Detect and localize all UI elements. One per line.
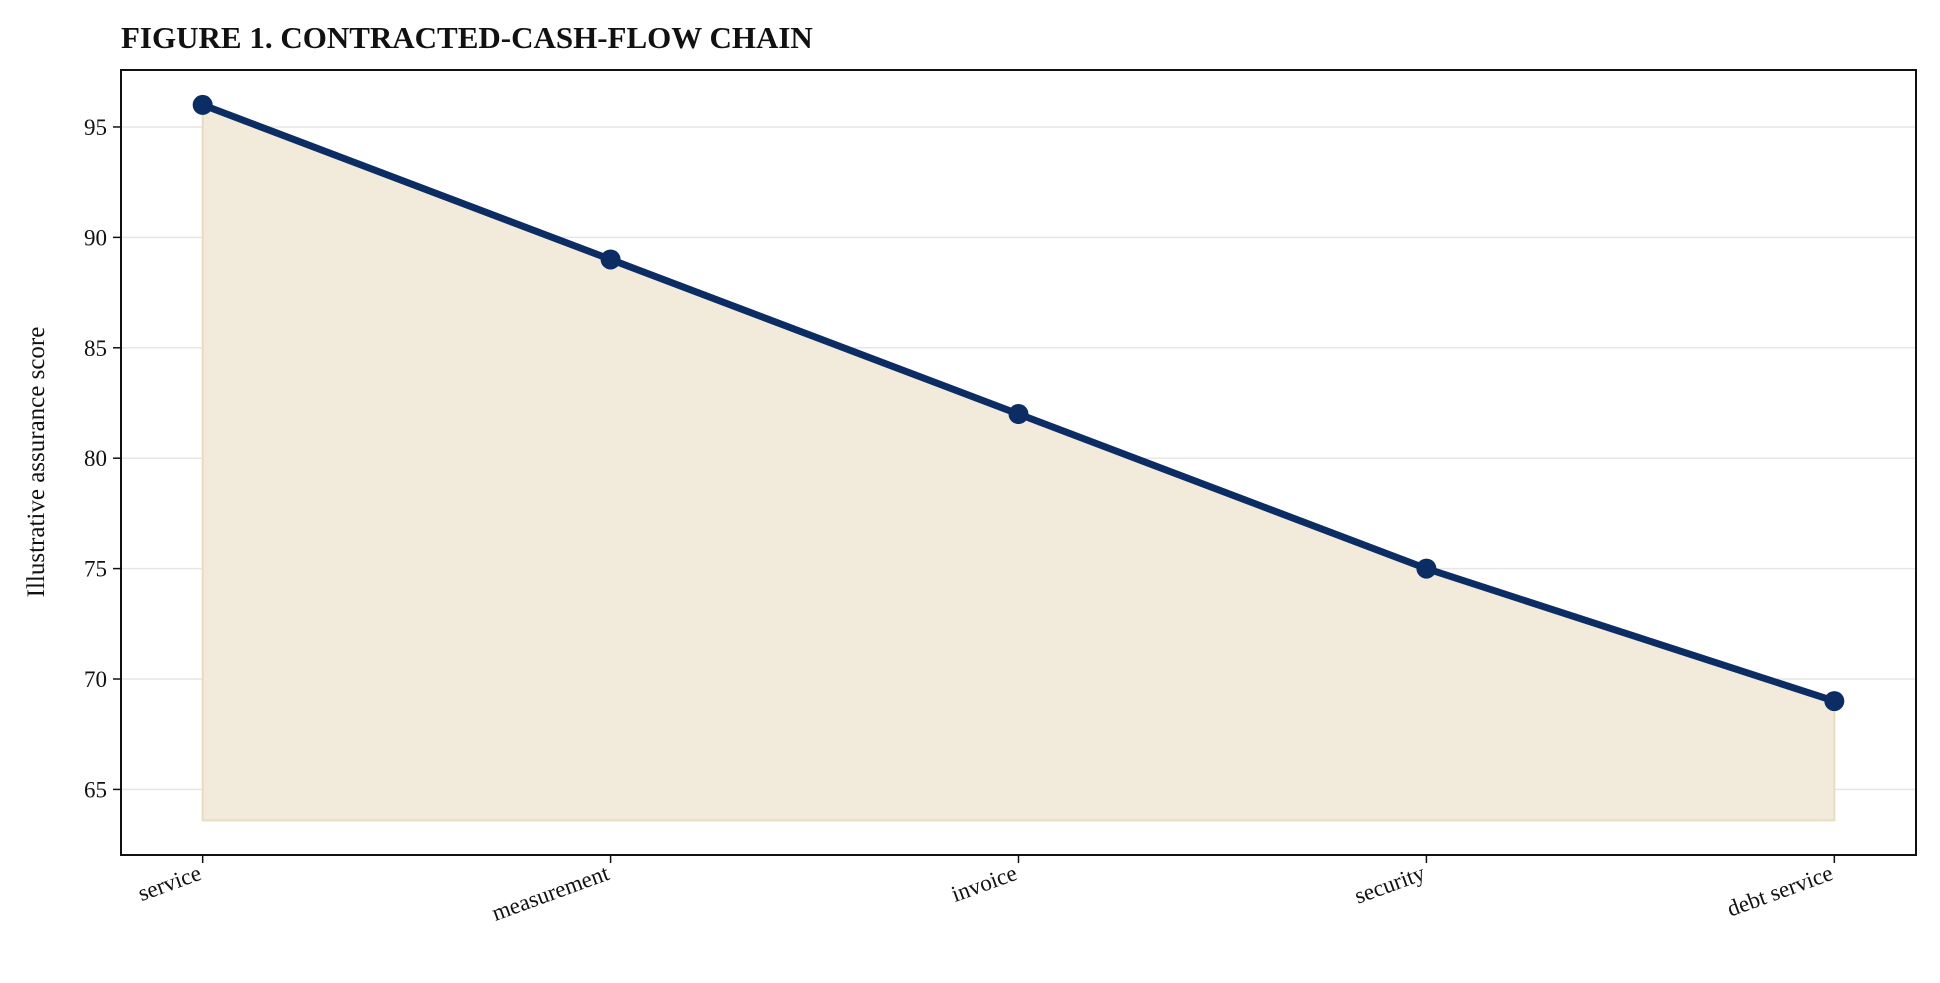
- y-tick-label: 85: [84, 336, 107, 361]
- point: [1416, 558, 1437, 579]
- y-tick-label: 70: [84, 667, 107, 692]
- y-tick-label: 95: [84, 115, 107, 140]
- point: [1008, 404, 1029, 425]
- y-tick-label: 80: [84, 446, 107, 471]
- point: [192, 94, 213, 115]
- y-tick-label: 75: [84, 557, 107, 582]
- x-tick-label: security: [1351, 860, 1428, 909]
- area: [201, 103, 1836, 822]
- chart-title: FIGURE 1. CONTRACTED-CASH-FLOW CHAIN: [121, 20, 813, 55]
- x-tick-label: invoice: [948, 860, 1020, 907]
- y-axis-label: Illustrative assurance score: [23, 327, 50, 598]
- point: [600, 249, 621, 270]
- y-tick-label: 65: [84, 777, 107, 802]
- y-tick-label: 90: [84, 225, 107, 250]
- point: [1824, 691, 1845, 712]
- x-tick-label: service: [135, 860, 205, 906]
- x-tick-label: debt service: [1724, 860, 1836, 921]
- x-tick-label: measurement: [489, 860, 613, 926]
